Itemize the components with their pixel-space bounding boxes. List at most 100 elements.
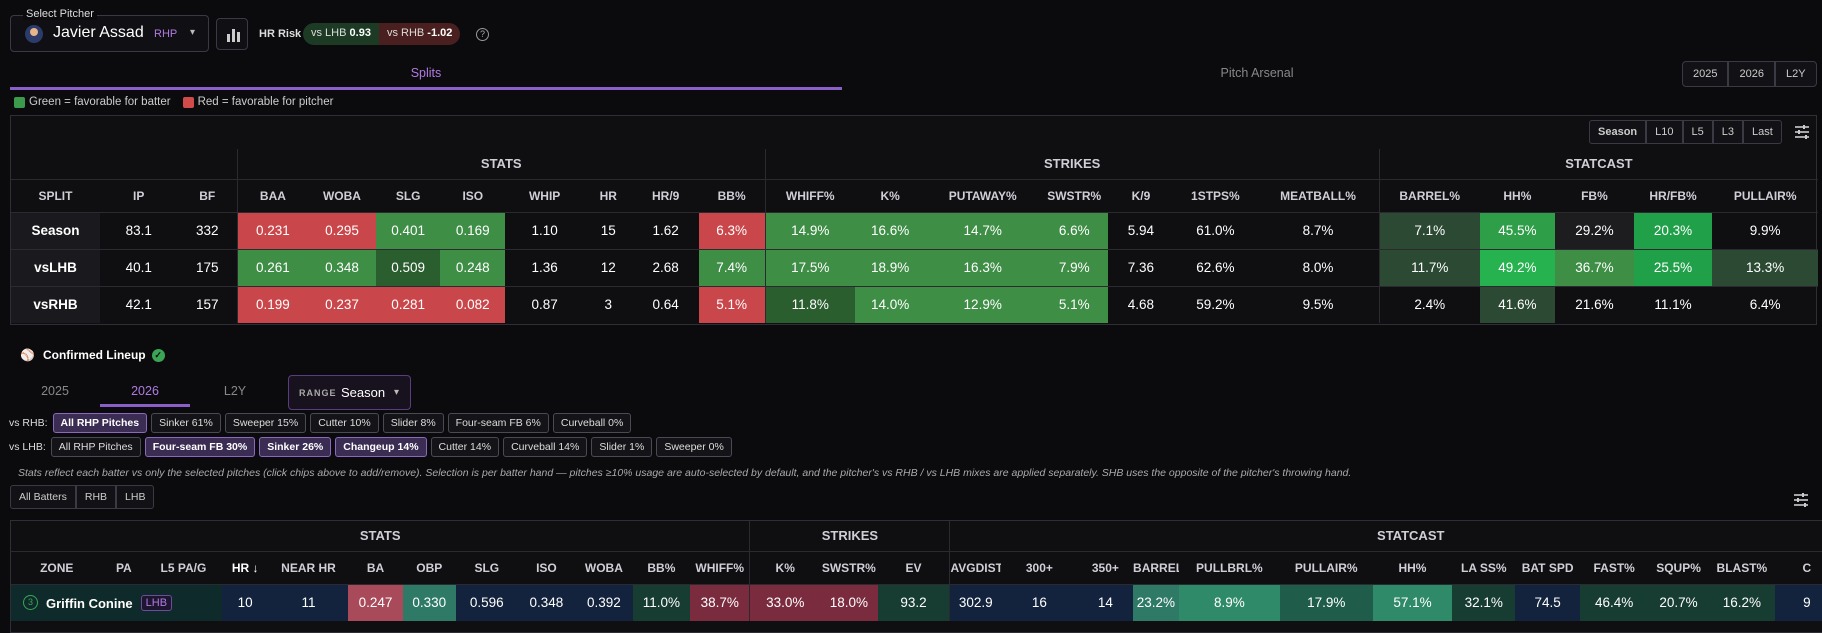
lineup-col-header[interactable]: WHIFF% [690, 550, 751, 584]
batter-hand-badge: LHB [140, 594, 173, 611]
splits-col-header[interactable]: K% [854, 178, 926, 212]
splits-col-header[interactable]: BF [177, 178, 239, 212]
lineup-range-select[interactable]: RANGE Season ▾ [288, 375, 411, 410]
splits-cell: 25.5% [1633, 248, 1713, 286]
splits-col-header[interactable]: SPLIT [11, 178, 100, 212]
splits-col-header[interactable]: HR/FB% [1633, 178, 1713, 212]
lineup-col-header[interactable]: 300+ [1001, 550, 1078, 584]
year-l2y[interactable]: L2Y [1774, 61, 1817, 87]
lineup-col-header[interactable]: SWSTR% [820, 550, 878, 584]
splits-col-header[interactable]: K/9 [1108, 178, 1174, 212]
lineup-col-header[interactable]: SLG [455, 550, 518, 584]
lineup-col-header[interactable]: SQUP% [1648, 550, 1709, 584]
tab-pitch-arsenal[interactable]: Pitch Arsenal [1220, 66, 1294, 80]
batter-cell[interactable]: 3 Griffin Conine LHB [11, 583, 222, 621]
year-2025[interactable]: 2025 [1682, 61, 1729, 87]
lineup-row[interactable]: 3 Griffin Conine LHB 10 11 0.247 0.330 0.596 0.3… [11, 583, 1822, 621]
pitch-chip[interactable]: All RHP Pitches [52, 413, 148, 433]
lineup-col-header[interactable]: PULLAIR% [1279, 550, 1373, 584]
splits-col-header[interactable]: ISO [440, 178, 506, 212]
splits-col-header[interactable]: BB% [698, 178, 766, 212]
lineup-cell: 38.7% [690, 583, 751, 621]
pitch-chip[interactable]: Slider 8% [382, 413, 444, 433]
filter-lhb[interactable]: LHB [116, 485, 155, 509]
splits-col-header[interactable]: 1STPS% [1173, 178, 1258, 212]
pitch-chip[interactable]: Sweeper 15% [224, 413, 307, 433]
pitch-chip[interactable]: Curveball 0% [552, 413, 632, 433]
splits-col-header[interactable]: WHIP [505, 178, 584, 212]
lineup-col-header[interactable]: BAT SPD [1515, 550, 1581, 584]
lineup-col-header[interactable]: BLAST% [1708, 550, 1775, 584]
lineup-icon: ⚾ [20, 348, 35, 362]
lineup-col-header[interactable]: HH% [1372, 550, 1453, 584]
splits-col-header[interactable]: MEATBALL% [1257, 178, 1380, 212]
splits-col-header[interactable]: HH% [1479, 178, 1556, 212]
splits-col-header[interactable]: BAA [237, 178, 308, 212]
splits-cell: 45.5% [1479, 211, 1556, 249]
lineup-col-header[interactable]: 350+ [1077, 550, 1134, 584]
lineup-col-header[interactable]: PULLBRL% [1178, 550, 1280, 584]
sliders-icon[interactable] [1793, 123, 1811, 141]
lineup-col-header[interactable]: EV [877, 550, 951, 584]
lineup-year-2026[interactable]: 2026 [100, 382, 190, 407]
batter-name[interactable]: Griffin Conine [46, 595, 133, 611]
splits-col-header[interactable]: WHIFF% [765, 178, 855, 212]
lineup-col-header[interactable]: K% [749, 550, 821, 584]
lineup-col-header[interactable]: PA [102, 550, 146, 584]
lineup-col-header[interactable]: FAST% [1580, 550, 1649, 584]
lineup-year-2025[interactable]: 2025 [41, 384, 69, 398]
lineup-col-header[interactable]: HR ↓ [221, 550, 269, 584]
lineup-col-header[interactable]: BARREL% [1133, 550, 1179, 584]
splits-col-header[interactable]: IP [99, 178, 178, 212]
lineup-year-l2y[interactable]: L2Y [223, 384, 247, 398]
pitch-chip[interactable]: Cutter 10% [310, 413, 379, 433]
pitch-chip[interactable]: Sweeper 0% [656, 437, 732, 457]
pitch-chip[interactable]: Sinker 26% [259, 437, 332, 457]
splits-col-header[interactable]: FB% [1555, 178, 1634, 212]
splits-cell: 16.3% [925, 248, 1041, 286]
splits-col-header[interactable]: HR [583, 178, 633, 212]
splits-col-header[interactable]: SLG [376, 178, 441, 212]
range-l3[interactable]: L3 [1712, 120, 1743, 144]
pitch-chip[interactable]: All RHP Pitches [50, 437, 141, 457]
filter-all-batters[interactable]: All Batters [10, 485, 76, 509]
lineup-col-header[interactable]: ZONE [11, 550, 103, 584]
splits-col-header[interactable]: BARREL% [1379, 178, 1480, 212]
pitch-chip[interactable]: Slider 1% [591, 437, 653, 457]
splits-cell: 21.6% [1555, 285, 1634, 323]
pitch-chip[interactable]: Four-seam FB 30% [144, 437, 256, 457]
splits-col-header[interactable]: PULLAIR% [1712, 178, 1818, 212]
lineup-col-header[interactable]: OBP [402, 550, 456, 584]
lineup-col-header[interactable]: BB% [632, 550, 691, 584]
splits-col-header[interactable]: WOBA [307, 178, 377, 212]
pitch-chip[interactable]: Changeup 14% [335, 437, 427, 457]
pitch-chip[interactable]: Curveball 14% [503, 437, 588, 457]
chart-toggle-button[interactable] [216, 18, 248, 50]
tab-splits[interactable]: Splits [10, 62, 842, 90]
lineup-col-header[interactable]: L5 PA/G [145, 550, 222, 584]
splits-col-header[interactable]: SWSTR% [1040, 178, 1109, 212]
range-l5[interactable]: L5 [1682, 120, 1713, 144]
range-season[interactable]: Season [1589, 120, 1647, 144]
lineup-col-header[interactable]: AVGDIST [949, 550, 1002, 584]
sliders-icon[interactable] [1792, 491, 1810, 509]
lineup-header: ⚾ Confirmed Lineup ✓ [20, 348, 165, 362]
lineup-col-header[interactable]: WOBA [575, 550, 633, 584]
help-icon[interactable]: ? [476, 28, 489, 41]
range-last[interactable]: Last [1743, 120, 1782, 144]
range-l10[interactable]: L10 [1646, 120, 1683, 144]
pitcher-select[interactable]: Select Pitcher Javier Assad RHP ▾ [10, 8, 209, 52]
pitch-chip[interactable]: Sinker 61% [151, 413, 221, 433]
filter-rhb[interactable]: RHB [75, 485, 117, 509]
splits-col-header[interactable]: PUTAWAY% [925, 178, 1041, 212]
splits-col-header[interactable]: HR/9 [632, 178, 699, 212]
lineup-col-header[interactable]: NEAR HR [268, 550, 349, 584]
pitch-chip[interactable]: Cutter 14% [430, 437, 500, 457]
lineup-col-header[interactable]: BA [348, 550, 403, 584]
lineup-col-header[interactable]: ISO [517, 550, 576, 584]
lineup-col-header[interactable]: LA SS% [1452, 550, 1516, 584]
pitch-chip[interactable]: Four-seam FB 6% [447, 413, 549, 433]
lineup-col-header[interactable]: C [1774, 550, 1822, 584]
splits-cell: 14.7% [925, 211, 1041, 249]
year-2026[interactable]: 2026 [1728, 61, 1775, 87]
